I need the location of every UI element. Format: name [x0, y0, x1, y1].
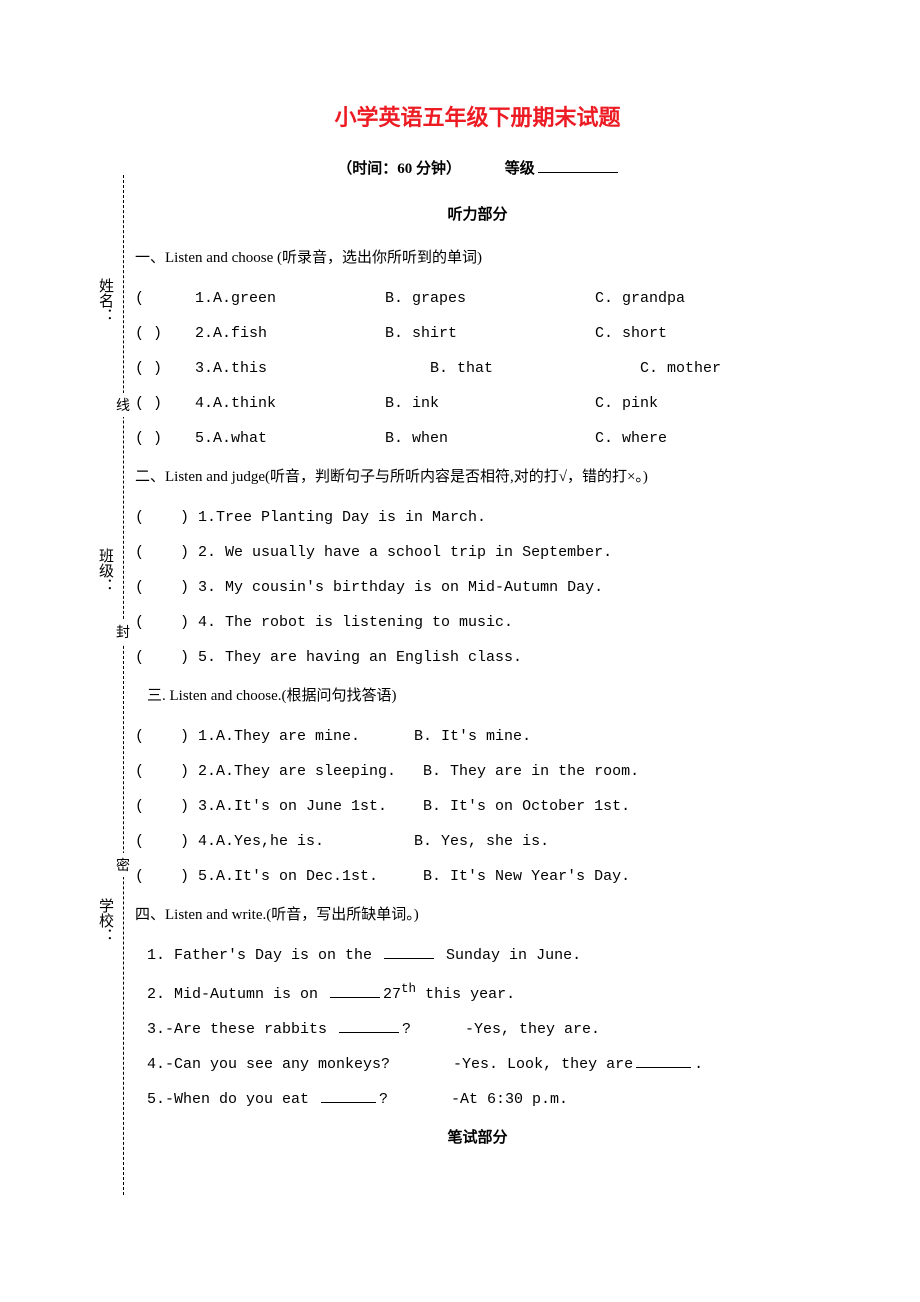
binding-dashed-line	[123, 175, 124, 1195]
answer-blank[interactable]: (	[135, 290, 195, 307]
option-b: B. ink	[385, 395, 595, 412]
part2-q5[interactable]: ( ) 5. They are having an English class.	[135, 649, 820, 666]
fill-blank[interactable]	[321, 1102, 376, 1103]
part4-q3: 3.-Are these rabbits ? -Yes, they are.	[147, 1021, 820, 1038]
option-a: 3.A.this	[195, 360, 385, 377]
part3-q2[interactable]: ( ) 2.A.They are sleeping. B. They are i…	[135, 763, 820, 780]
answer-blank[interactable]: ( )	[135, 325, 195, 342]
part2-q1[interactable]: ( ) 1.Tree Planting Day is in March.	[135, 509, 820, 526]
part4-instruction: 四、Listen and write.(听音，写出所缺单词。)	[135, 903, 820, 927]
option-a: 2.A.fish	[195, 325, 385, 342]
part4-q2: 2. Mid-Autumn is on 27th this year.	[147, 982, 820, 1003]
part4-q5: 5.-When do you eat ? -At 6:30 p.m.	[147, 1091, 820, 1108]
part2-q3[interactable]: ( ) 3. My cousin's birthday is on Mid-Au…	[135, 579, 820, 596]
exam-title: 小学英语五年级下册期末试题	[135, 100, 820, 132]
binding-class-label: 班级：	[95, 545, 116, 596]
option-b: B. shirt	[385, 325, 595, 342]
part1-q4: ( ) 4.A.think B. ink C. pink	[135, 395, 820, 412]
listening-section-title: 听力部分	[135, 203, 820, 224]
part3-q1[interactable]: ( ) 1.A.They are mine. B. It's mine.	[135, 728, 820, 745]
option-c: C. mother	[595, 360, 721, 377]
fill-blank[interactable]	[636, 1067, 691, 1068]
written-section-title: 笔试部分	[135, 1126, 820, 1147]
part2-q4[interactable]: ( ) 4. The robot is listening to music.	[135, 614, 820, 631]
answer-blank[interactable]: ( )	[135, 430, 195, 447]
option-b: B. grapes	[385, 290, 595, 307]
part3-q4[interactable]: ( ) 4.A.Yes,he is. B. Yes, she is.	[135, 833, 820, 850]
part2-q2[interactable]: ( ) 2. We usually have a school trip in …	[135, 544, 820, 561]
part3-instruction: 三. Listen and choose.(根据问句找答语)	[147, 684, 820, 708]
binding-mi-label: 密	[116, 853, 130, 877]
part1-q2: ( ) 2.A.fish B. shirt C. short	[135, 325, 820, 342]
binding-name-label: 姓名：	[95, 275, 116, 326]
part1-instruction: 一、Listen and choose (听录音，选出你所听到的单词)	[135, 246, 820, 270]
option-c: C. pink	[595, 395, 658, 412]
time-label: （时间：60 分钟）	[337, 161, 461, 177]
fill-blank[interactable]	[384, 958, 434, 959]
option-c: C. grandpa	[595, 290, 685, 307]
binding-xian-label: 线	[116, 393, 130, 417]
part3-q3[interactable]: ( ) 3.A.It's on June 1st. B. It's on Oct…	[135, 798, 820, 815]
part3-q5[interactable]: ( ) 5.A.It's on Dec.1st. B. It's New Yea…	[135, 868, 820, 885]
option-a: 4.A.think	[195, 395, 385, 412]
answer-blank[interactable]: ( )	[135, 395, 195, 412]
option-a: 5.A.what	[195, 430, 385, 447]
binding-feng-label: 封	[116, 620, 130, 644]
option-c: C. short	[595, 325, 667, 342]
binding-school-label: 学校：	[95, 895, 116, 946]
part4-q1: 1. Father's Day is on the Sunday in June…	[147, 947, 820, 964]
fill-blank[interactable]	[339, 1032, 399, 1033]
part1-q3: ( ) 3.A.this B. that C. mother	[135, 360, 820, 377]
answer-blank[interactable]: ( )	[135, 360, 195, 377]
exam-subtitle: （时间：60 分钟） 等级	[135, 157, 820, 178]
part1-q1: ( 1.A.green B. grapes C. grandpa	[135, 290, 820, 307]
option-b: B. when	[385, 430, 595, 447]
option-b: B. that	[385, 360, 595, 377]
part1-q5: ( ) 5.A.what B. when C. where	[135, 430, 820, 447]
option-c: C. where	[595, 430, 667, 447]
fill-blank[interactable]	[330, 997, 380, 998]
part4-q4: 4.-Can you see any monkeys? -Yes. Look, …	[147, 1056, 820, 1073]
part2-instruction: 二、Listen and judge(听音，判断句子与所听内容是否相符,对的打√…	[135, 465, 820, 489]
option-a: 1.A.green	[195, 290, 385, 307]
binding-margin: 姓名： 线 班级： 封 密 学校：	[95, 175, 135, 1195]
grade-blank[interactable]	[538, 172, 618, 173]
grade-label: 等级	[505, 161, 535, 177]
